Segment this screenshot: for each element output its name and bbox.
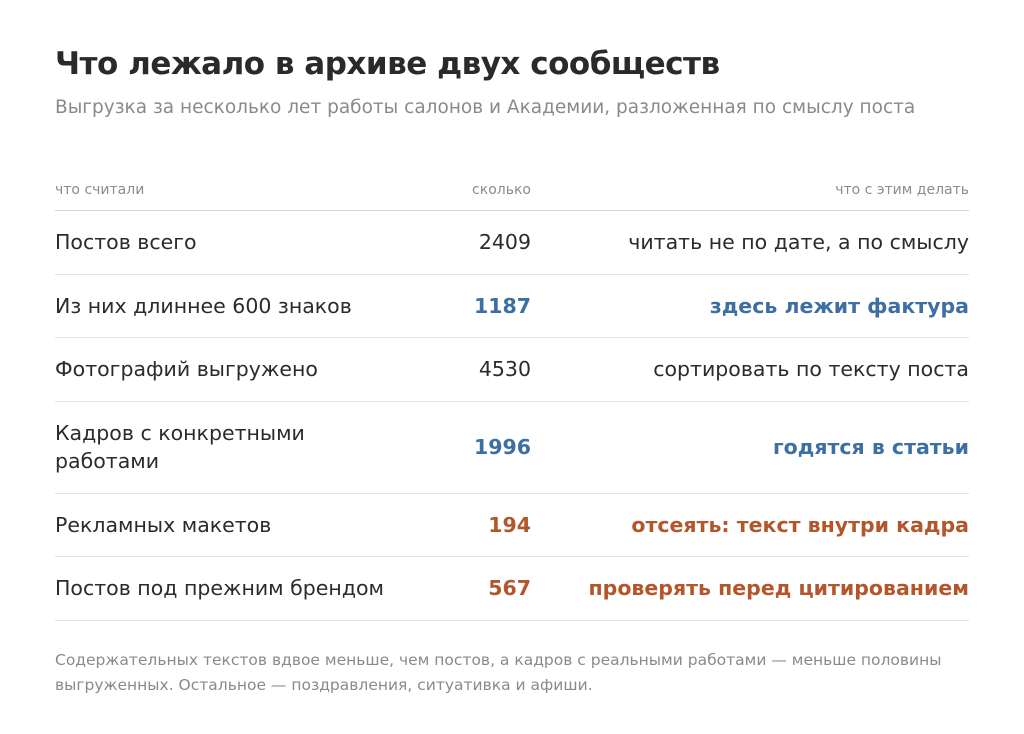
row-label: Постов под прежним брендом [55,576,385,601]
row-action: годятся в статьи [772,435,969,459]
row-action: сортировать по тексту поста [653,357,969,382]
row-count: 1187 [473,293,531,318]
table-row: Постов всего 2409 читать не по дате, а п… [55,211,969,275]
row-count: 194 [488,512,531,537]
row-label: Рекламных макетов [55,512,272,537]
row-action: здесь лежит фактура [709,293,969,318]
table-row: Постов под прежним брендом 567 проверять… [55,557,969,621]
row-action: проверять перед цитированием [588,576,969,601]
row-action: отсеять: текст внутри кадра [631,512,969,537]
row-label: Из них длиннее 600 знаков [55,293,352,318]
page-subtitle: Выгрузка за несколько лет работы салонов… [55,97,916,118]
table-row: Кадров с конкретными работами 1996 годят… [55,402,969,494]
column-header-action: что с этим делать [835,182,969,198]
row-count: 1996 [473,435,531,459]
table-row: Рекламных макетов 194 отсеять: текст вну… [55,494,969,557]
table-row: Из них длиннее 600 знаков 1187 здесь леж… [55,275,969,338]
row-count: 2409 [478,230,531,255]
row-action: читать не по дате, а по смыслу [628,230,969,255]
row-count: 4530 [478,357,531,382]
column-header-count: сколько [472,182,531,198]
column-header-what: что считали [55,182,145,198]
row-label: Постов всего [55,230,197,255]
stats-table: что считали сколько что с этим делать По… [55,170,969,621]
row-label: Фотографий выгружено [55,357,318,382]
row-label: Кадров с конкретными работами [55,421,305,473]
row-count: 567 [488,576,531,601]
footnote: Содержательных текстов вдвое меньше, чем… [55,651,942,694]
page-title: Что лежало в архиве двух сообществ [55,46,720,82]
table-header: что считали сколько что с этим делать [55,170,969,211]
table-row: Фотографий выгружено 4530 сортировать по… [55,338,969,402]
